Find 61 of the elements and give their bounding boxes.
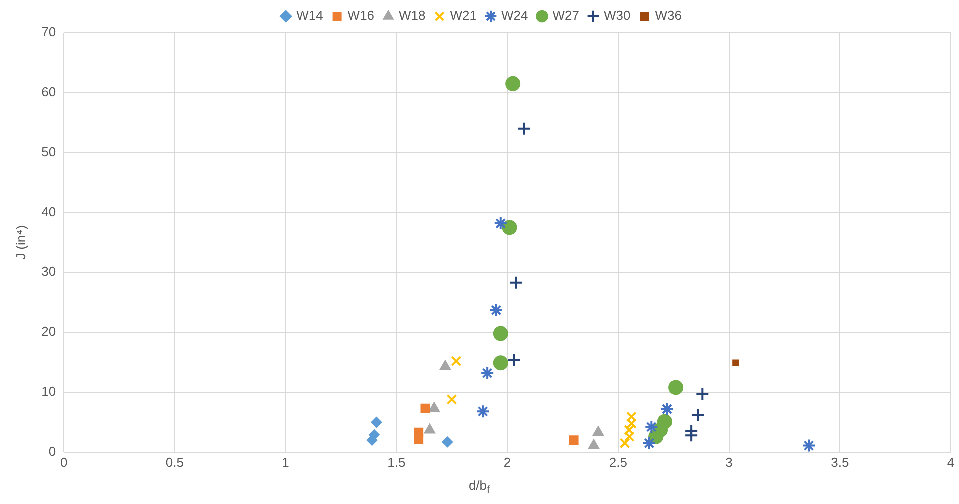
y-tick-label: 30: [42, 264, 56, 280]
legend-label: W27: [552, 8, 580, 24]
point: [684, 428, 699, 443]
point: [494, 216, 508, 231]
point: [620, 438, 630, 449]
legend-label: W18: [399, 8, 426, 24]
y-tick-label: 60: [42, 84, 56, 100]
point: [802, 438, 816, 452]
point: [668, 380, 684, 396]
point: [442, 436, 454, 448]
legend-label: W36: [655, 8, 682, 24]
point: [691, 408, 706, 422]
x-tick-label: 1.5: [388, 454, 406, 470]
point: [420, 404, 430, 414]
y-tick-label: 40: [42, 204, 56, 220]
legend-label: W24: [502, 8, 528, 24]
point: [657, 414, 672, 430]
x-tick-label: 1: [282, 454, 290, 470]
point: [428, 402, 440, 412]
point: [489, 303, 504, 318]
x-tick-label: 4: [947, 454, 955, 470]
y-tick-label: 50: [42, 144, 56, 160]
x-tick-label: 3: [726, 454, 733, 470]
y-axis-title: J (in⁴): [13, 225, 28, 260]
point: [446, 394, 458, 405]
point: [642, 436, 656, 450]
x-tick-label: 0.5: [166, 454, 184, 470]
x-tick-label: 2.5: [609, 454, 628, 470]
point: [451, 356, 462, 367]
point: [644, 420, 659, 434]
y-tick-label: 0: [48, 444, 56, 459]
point: [517, 122, 532, 136]
point: [509, 276, 524, 290]
point: [696, 387, 710, 402]
point: [440, 360, 452, 370]
y-tick-label: 70: [42, 24, 56, 40]
point: [480, 366, 495, 380]
x-tick-label: 0: [60, 454, 68, 470]
x-tick-label: 2: [504, 454, 512, 470]
legend-label: W16: [348, 8, 375, 24]
y-tick-label: 10: [42, 384, 56, 400]
point: [371, 416, 382, 428]
point: [414, 428, 424, 438]
x-axis-title: d/b$_{f}$: [468, 478, 492, 497]
point: [506, 76, 521, 92]
point: [493, 326, 508, 342]
point: [493, 356, 508, 371]
x-tick-label: 3.5: [831, 454, 850, 470]
point: [732, 360, 740, 366]
point: [592, 426, 604, 436]
point: [569, 436, 579, 446]
point: [424, 424, 436, 434]
legend-label: W21: [450, 8, 478, 24]
point: [507, 353, 522, 368]
y-tick-label: 20: [42, 324, 56, 340]
legend-label: W14: [296, 8, 324, 24]
point: [588, 439, 600, 450]
point: [660, 402, 674, 416]
point: [502, 220, 518, 236]
point: [476, 404, 490, 419]
legend-label: W30: [604, 8, 631, 24]
